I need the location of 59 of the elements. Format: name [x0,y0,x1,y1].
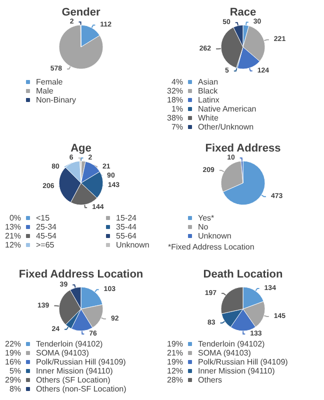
legend-label: Inner Mission (94110) [36,366,114,376]
text: 4% [171,78,183,86]
legend-label: >=65 [36,240,55,250]
legend-label: 15-24 [116,214,138,222]
legend-label: Unknown [116,240,150,250]
legend-label: 45-54 [36,232,58,240]
text: 29% [4,376,22,384]
legend-label: Unknown [198,232,232,240]
legend-label: 25-34 [36,222,58,232]
legend-label: Others (SF Location) [36,376,111,384]
legend-label: 55-64 [116,232,138,240]
legend-label: Female [36,78,64,86]
text: 19% [4,348,22,358]
text: 21% [166,348,184,358]
text: 22% [4,340,22,348]
legend-label: SOMA (94103) [198,348,252,358]
text: 7% [171,122,183,132]
legend-label: Inner Mission (94110) [198,366,276,376]
chart-title: Fixed Address [205,142,281,154]
text: 19% [166,358,184,366]
text: *Fixed Address Location [168,242,254,252]
legend-label: Non-Binary [36,96,76,104]
text: 12% [166,366,184,376]
chart-title: Gender [62,6,101,18]
chart-title: Age [70,142,92,154]
legend-label: 35-44 [116,222,138,232]
text: 16% [4,358,22,366]
text: 1% [171,104,183,114]
text: 38% [166,114,184,122]
text: 12% [4,240,22,250]
legend-label: Tenderloin (94102) [36,340,104,348]
text: 5% [9,366,21,376]
text: 28% [166,376,184,384]
legend-label: Latinx [198,96,220,104]
legend-label: Asian [198,78,218,86]
text: 32% [166,86,184,96]
legend-label: Polk/Russian Hill (94109) [198,358,288,366]
legend-label: Other/Unknown [198,122,254,132]
legend-label: Others [198,376,222,384]
legend-label: Yes* [198,214,214,222]
text: 19% [166,340,184,348]
text: 21% [4,232,22,240]
chart-title: Race [230,6,256,18]
text: 18% [166,96,184,104]
legend-label: Polk/Russian Hill (94109) [36,358,126,366]
text: 8% [9,384,21,394]
legend-label: Native American [198,104,256,114]
legend-label: Tenderloin (94102) [198,340,266,348]
legend-label: <15 [36,214,50,222]
legend-label: Male [36,86,54,96]
chart-title: Fixed Address Location [18,268,144,280]
legend-label: Black [198,86,219,96]
legend-label: No [198,222,209,232]
text: 13% [4,222,22,232]
chart-title: Death Location [203,268,284,280]
legend-label: SOMA (94103) [36,348,90,358]
legend-label: Others (non-SF Location) [36,384,127,394]
legend-label: White [198,114,219,122]
text: 0% [9,214,21,222]
